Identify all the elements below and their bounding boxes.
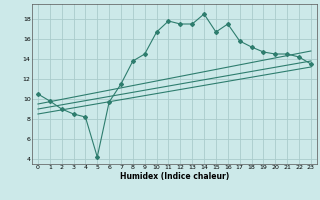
X-axis label: Humidex (Indice chaleur): Humidex (Indice chaleur) xyxy=(120,172,229,181)
